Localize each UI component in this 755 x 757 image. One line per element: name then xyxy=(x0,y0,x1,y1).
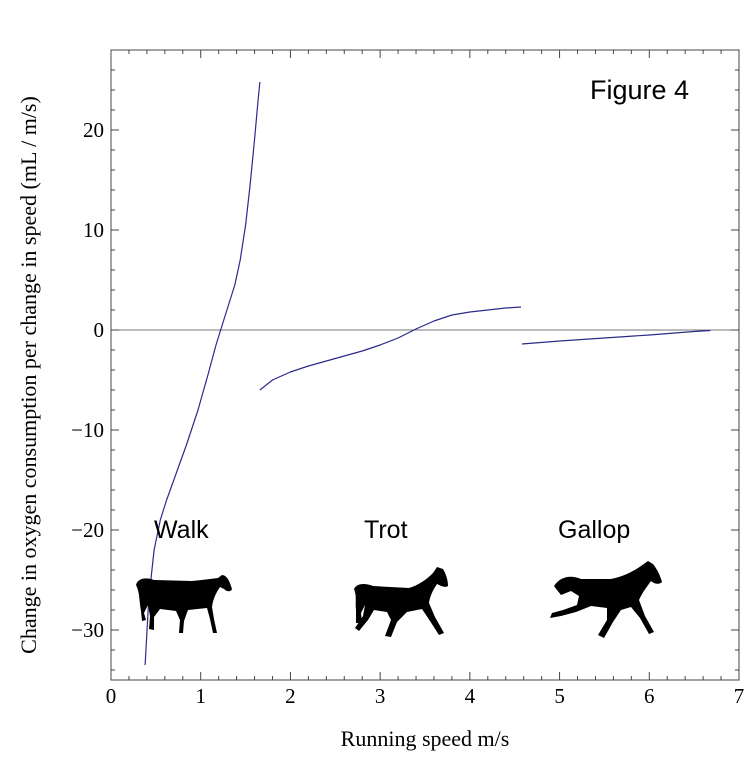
walk-label: Walk xyxy=(154,516,209,544)
y-axis-ticks: −30 −20 −10 0 10 20 xyxy=(71,69,739,671)
x-axis-title: Running speed m/s xyxy=(341,726,510,751)
walking-horse-icon xyxy=(136,575,232,633)
x-tick-label: 3 xyxy=(375,684,386,708)
x-axis-ticks: 0 1 2 3 4 5 6 7 xyxy=(106,50,745,708)
trotting-horse-icon xyxy=(354,567,448,637)
y-tick-label: −30 xyxy=(71,618,104,642)
x-tick-label: 2 xyxy=(285,684,296,708)
plot-frame xyxy=(110,49,740,681)
gallop-label: Gallop xyxy=(558,516,630,544)
x-tick-label: 4 xyxy=(465,684,476,708)
y-tick-label: 0 xyxy=(94,318,105,342)
series-group xyxy=(144,81,711,666)
y-tick-label: −20 xyxy=(71,518,104,542)
trot-label: Trot xyxy=(364,516,408,544)
x-tick-label: 5 xyxy=(554,684,565,708)
y-tick-label: 10 xyxy=(83,218,104,242)
y-tick-label: −10 xyxy=(71,418,104,442)
x-tick-label: 1 xyxy=(195,684,206,708)
galloping-horse-icon xyxy=(550,561,662,638)
series-line-walk xyxy=(144,81,261,666)
y-tick-label: 20 xyxy=(83,118,104,142)
x-tick-label: 7 xyxy=(734,684,745,708)
series-line-trot xyxy=(259,306,522,391)
series-line-gallop xyxy=(521,329,711,345)
x-tick-label: 6 xyxy=(644,684,655,708)
y-axis-title: Change in oxygen consumption per change … xyxy=(16,96,41,654)
chart-title: Figure 4 xyxy=(590,75,689,105)
x-tick-label: 0 xyxy=(106,684,117,708)
